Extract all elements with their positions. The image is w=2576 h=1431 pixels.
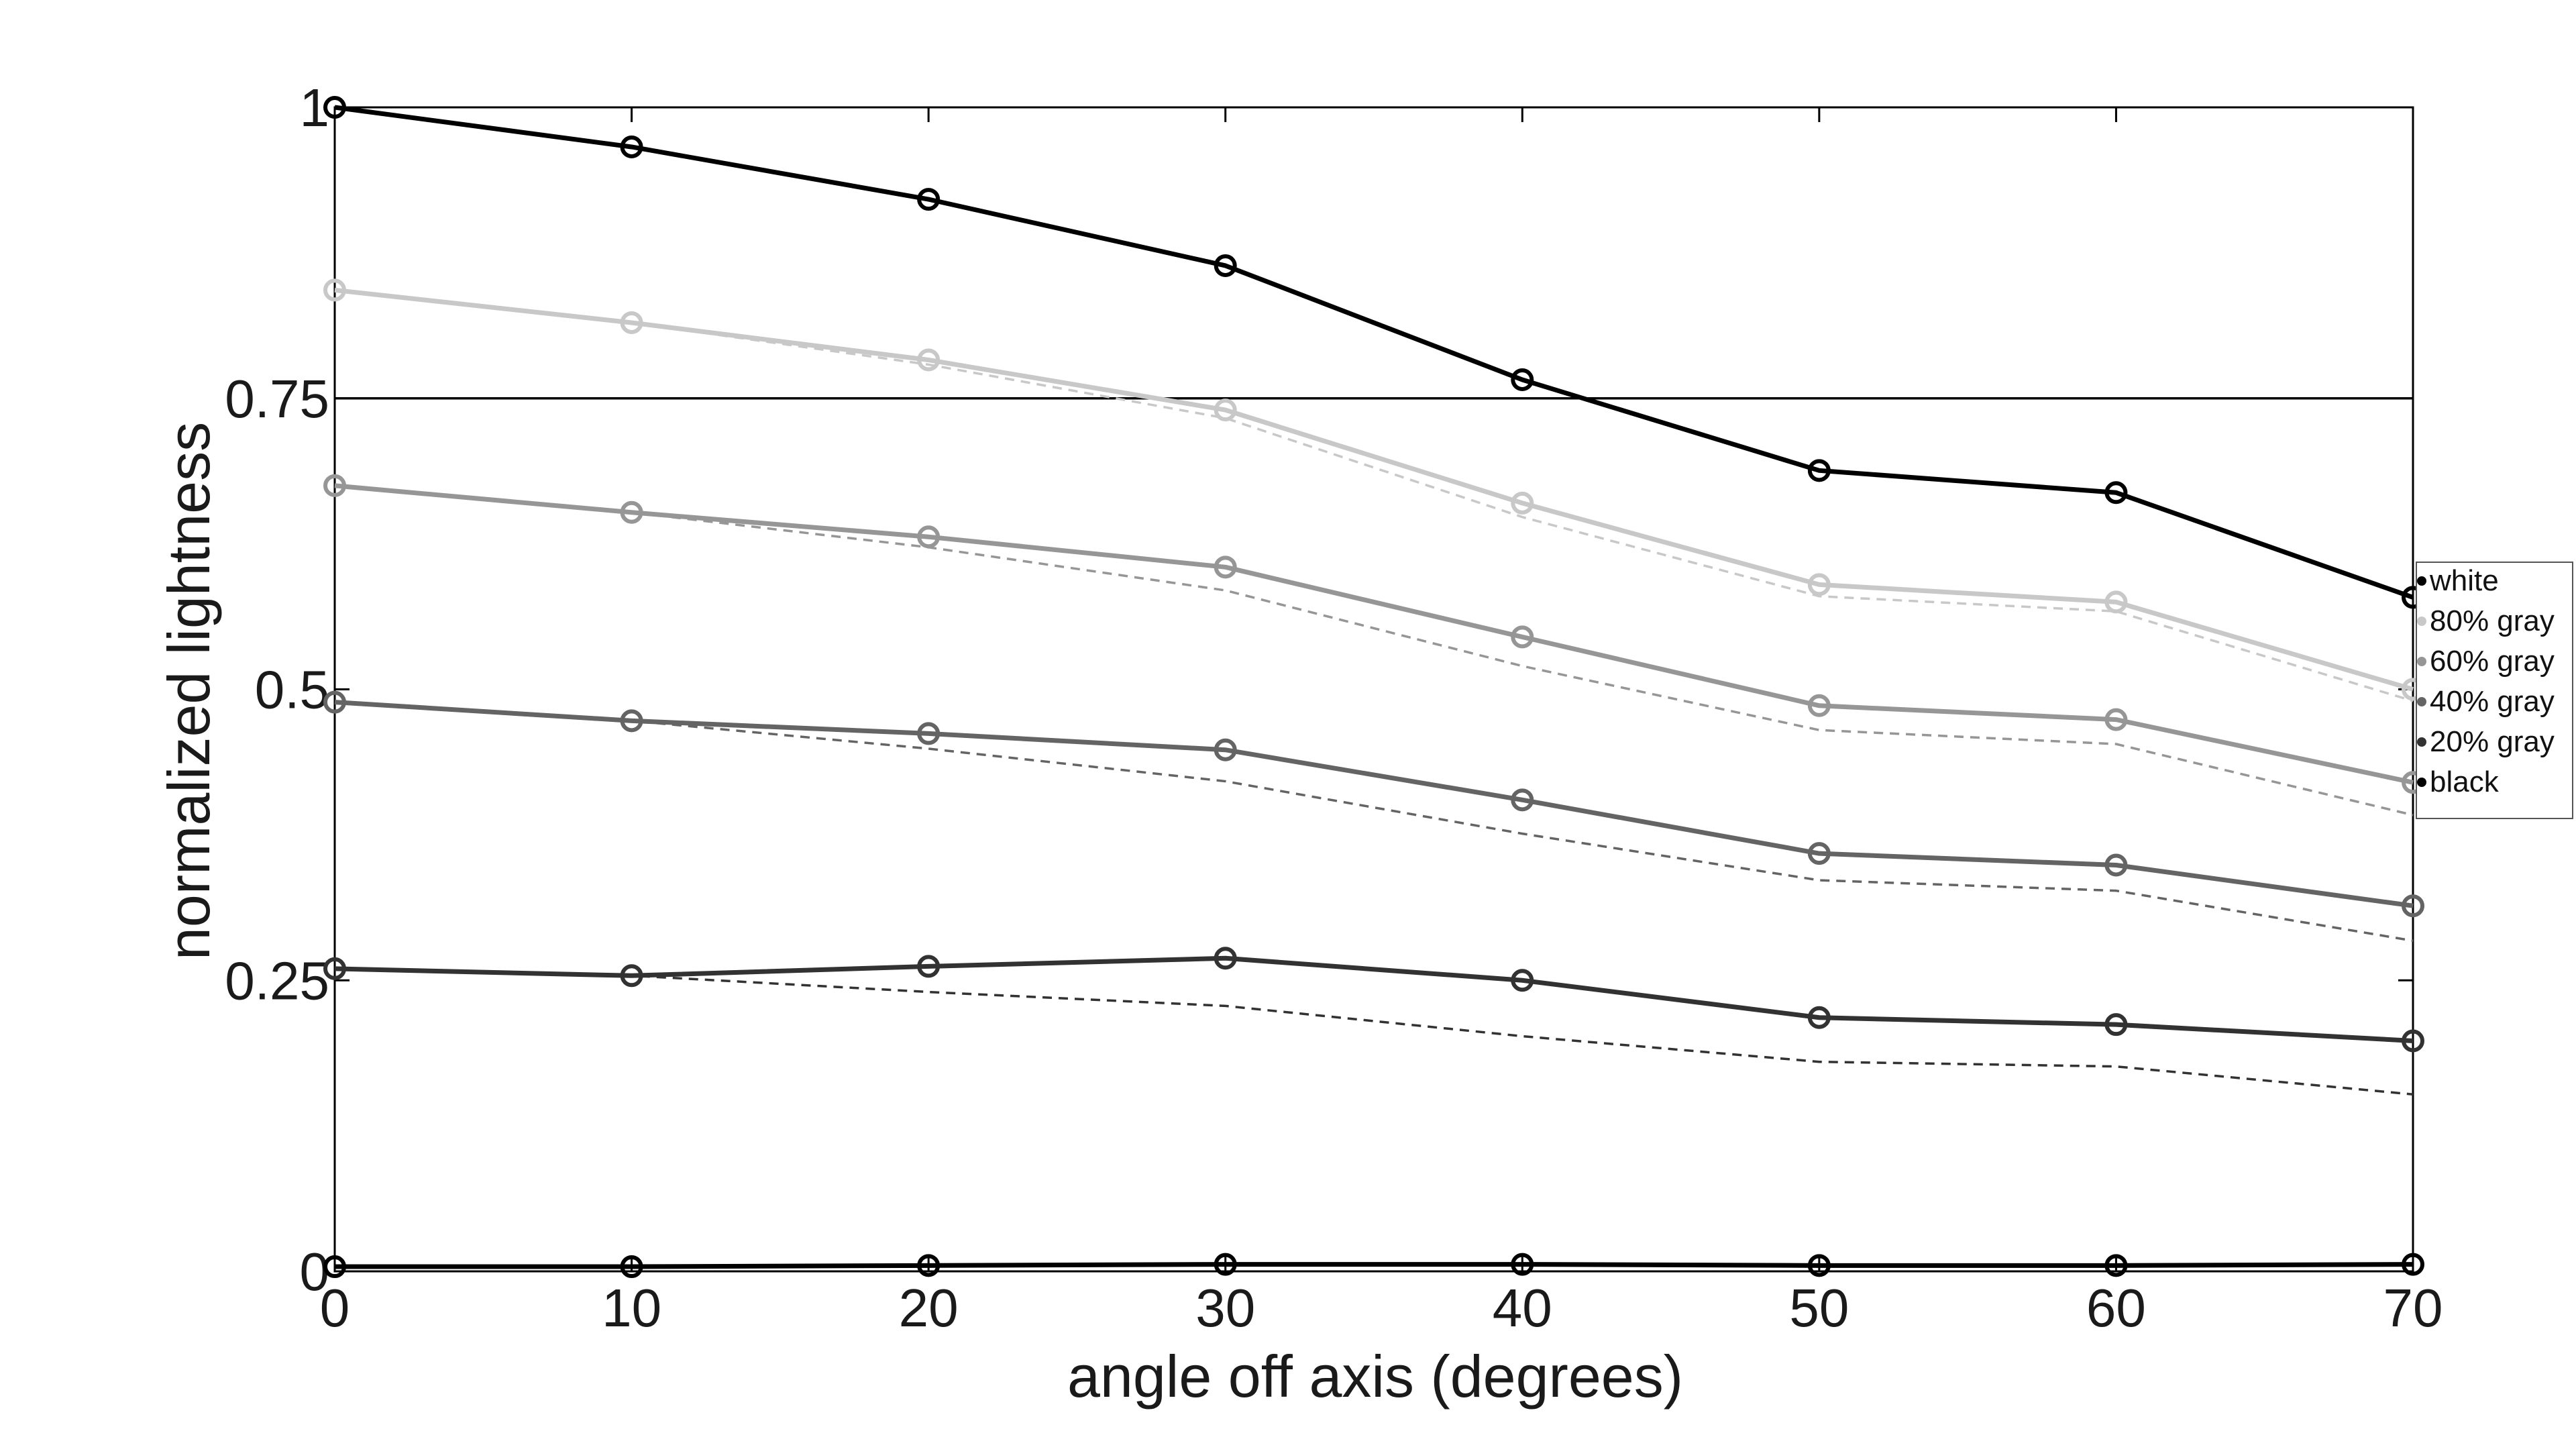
legend-marker-white [2417, 576, 2426, 586]
legend-label-80-gray: 80% gray [2430, 604, 2555, 637]
data-point-60-gray [2104, 708, 2128, 731]
legend-marker-black [2417, 778, 2426, 787]
data-point-40-gray [2402, 894, 2424, 918]
y-axis-label: normalized lightness [156, 422, 222, 960]
data-point-40-gray [917, 722, 941, 745]
data-point-80-gray [1807, 573, 1831, 596]
data-point-40-gray [1214, 738, 1237, 761]
legend-label-black: black [2430, 765, 2500, 798]
data-point-black [2104, 1254, 2128, 1277]
y-tick-label: 0 [300, 1242, 330, 1302]
series-line-60-gray [334, 483, 2414, 785]
series-line-40-gray [334, 700, 2414, 908]
data-point-white [323, 96, 346, 119]
data-point-black [620, 1255, 643, 1279]
data-point-20-gray [1807, 1006, 1831, 1029]
data-point-20-gray [620, 964, 643, 988]
series-white [323, 96, 2424, 609]
legend-marker-60-gray [2417, 657, 2426, 666]
dashed-line-60-gray [334, 484, 2414, 816]
x-tick-label: 20 [899, 1278, 959, 1338]
series-line-20-gray [334, 955, 2414, 1043]
data-point-black [1511, 1253, 1534, 1276]
data-point-black [2402, 1253, 2424, 1276]
data-point-40-gray [620, 709, 643, 733]
data-point-40-gray [1511, 788, 1534, 812]
x-tick-label: 70 [2383, 1278, 2443, 1338]
legend-box [2416, 562, 2573, 819]
plot-frame [333, 106, 2414, 1273]
data-point-60-gray [917, 525, 941, 549]
series-black [323, 1253, 2424, 1279]
y-tick-label: 0.25 [225, 951, 329, 1010]
series-layer [323, 96, 2424, 1279]
data-point-20-gray [2104, 1013, 2128, 1037]
data-point-80-gray [1214, 399, 1237, 422]
x-tick-label: 40 [1493, 1278, 1552, 1338]
dashed-line-80-gray [334, 288, 2414, 702]
data-point-80-gray [323, 278, 346, 302]
data-point-20-gray [2402, 1029, 2424, 1053]
data-point-20-gray [323, 957, 346, 980]
legend-marker-20-gray [2417, 737, 2426, 747]
data-point-80-gray [2104, 590, 2128, 614]
data-point-80-gray [917, 348, 941, 372]
data-point-40-gray [1807, 842, 1831, 865]
data-point-60-gray [1511, 625, 1534, 649]
data-point-20-gray [1511, 969, 1534, 992]
legend-marker-40-gray [2417, 697, 2426, 706]
legend-label-60-gray: 60% gray [2430, 645, 2555, 678]
data-point-60-gray [620, 500, 643, 524]
data-point-80-gray [1511, 491, 1534, 515]
legend-label-20-gray: 20% gray [2430, 725, 2555, 758]
x-axis-label: angle off axis (degrees) [1067, 1343, 1683, 1410]
x-tick-label: 0 [320, 1278, 350, 1338]
x-tick-label: 50 [1789, 1278, 1849, 1338]
data-point-40-gray [2104, 853, 2128, 877]
data-point-40-gray [323, 690, 346, 714]
data-point-20-gray [917, 955, 941, 978]
data-point-white [1511, 368, 1534, 391]
legend-label-white: white [2429, 564, 2499, 597]
data-point-black [917, 1254, 941, 1277]
series-40-gray [323, 690, 2424, 918]
dashed-line-40-gray [334, 700, 2414, 942]
data-point-60-gray [323, 474, 346, 497]
series-20-gray [323, 947, 2424, 1053]
data-point-60-gray [1807, 694, 1831, 717]
series-line-white [334, 105, 2414, 600]
x-tick-label: 10 [602, 1278, 661, 1338]
series-line-80-gray [334, 287, 2414, 692]
data-point-white [1214, 254, 1237, 277]
data-point-black [1214, 1253, 1237, 1276]
legend: white 80% gray 60% gray 40% gray 20% gray bla… [2416, 562, 2573, 819]
y-tick-label: 0.75 [225, 369, 329, 429]
series-line-black [335, 1262, 2414, 1269]
data-point-white [2104, 481, 2128, 505]
data-point-60-gray [1214, 555, 1237, 579]
data-point-black [1807, 1254, 1831, 1277]
y-tick-label: 0.5 [255, 660, 329, 720]
data-point-white [917, 188, 941, 211]
data-point-white [620, 135, 643, 158]
data-point-white [1807, 459, 1831, 482]
legend-label-40-gray: 40% gray [2430, 685, 2555, 718]
data-point-80-gray [620, 311, 643, 334]
x-tick-label: 60 [2086, 1278, 2146, 1338]
legend-marker-80-gray [2417, 617, 2426, 626]
dashed-line-20-gray [334, 967, 2414, 1096]
data-point-20-gray [1214, 947, 1237, 970]
x-tick-label: 30 [1195, 1278, 1255, 1338]
data-point-black [323, 1255, 346, 1279]
series-60-gray [323, 474, 2424, 794]
